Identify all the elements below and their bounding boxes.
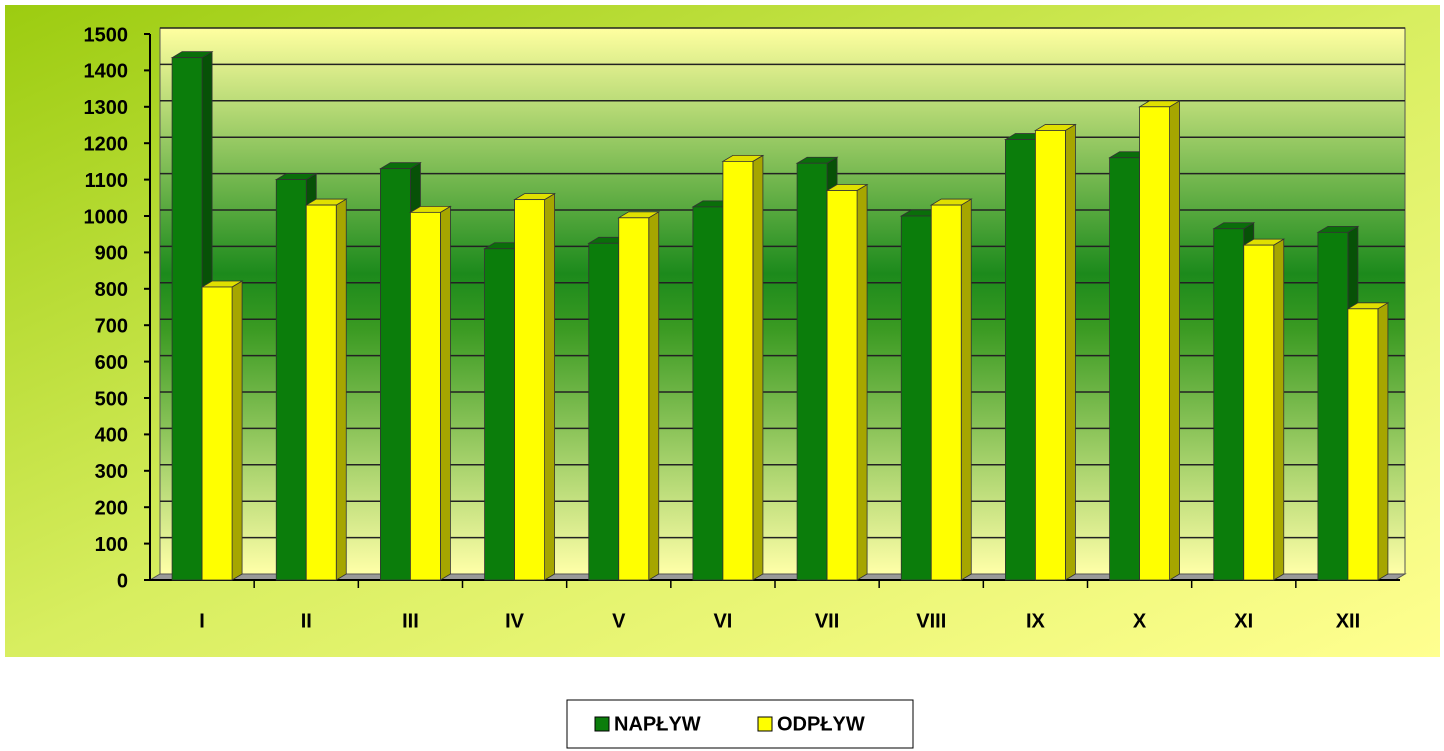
bar-side: [856, 183, 868, 581]
bar: [305, 204, 337, 581]
y-tick-label: 1300: [84, 97, 129, 119]
bar: [484, 248, 515, 581]
y-tick-label: 800: [95, 279, 128, 301]
bar: [410, 211, 441, 581]
x-tick-label: V: [612, 610, 626, 632]
x-tick-label: X: [1133, 610, 1147, 632]
bar: [588, 242, 620, 581]
bar-side: [544, 192, 555, 581]
bar-side: [960, 198, 972, 581]
bar-side: [752, 154, 764, 581]
legend: [566, 699, 914, 749]
bar: [1005, 139, 1036, 581]
y-tick-label: 700: [95, 315, 128, 337]
y-tick-label: 900: [95, 243, 128, 265]
x-tick-label: VII: [815, 610, 839, 632]
y-tick-label: 1100: [85, 170, 128, 192]
bar: [826, 190, 858, 581]
x-tick-label: XI: [1234, 610, 1253, 632]
x-tick-label: IV: [505, 610, 525, 632]
bar-side: [648, 211, 660, 581]
y-tick-label: 400: [95, 425, 128, 447]
bar: [1243, 244, 1275, 581]
x-tick-label: II: [301, 610, 312, 632]
bar: [900, 215, 932, 581]
y-tick-label: 1200: [84, 133, 129, 155]
x-tick-label: VIII: [916, 610, 946, 632]
bar: [930, 204, 962, 581]
y-tick-label: 600: [95, 352, 128, 374]
bar: [1139, 106, 1170, 581]
bar-side: [335, 198, 347, 581]
bar: [618, 217, 650, 581]
legend-label: NAPŁYW: [614, 713, 701, 735]
y-tick-label: 0: [117, 570, 128, 592]
y-tick-label: 200: [95, 497, 128, 519]
bar: [1213, 228, 1245, 581]
y-tick-label: 500: [95, 388, 128, 410]
bar-side: [1377, 302, 1389, 581]
y-tick-label: 1500: [84, 24, 129, 46]
plot-wall: [159, 27, 1406, 575]
bar: [201, 286, 233, 581]
bar: [1347, 308, 1379, 581]
bar: [171, 57, 203, 581]
x-tick-label: III: [402, 610, 419, 632]
bar: [1109, 157, 1140, 581]
legend-swatch: [594, 716, 610, 732]
bar-side: [1273, 238, 1285, 581]
x-tick-label: IX: [1026, 610, 1046, 632]
legend-label: ODPŁYW: [777, 713, 865, 735]
bar-side: [1065, 123, 1076, 581]
x-tick-label: XII: [1336, 610, 1360, 632]
bar: [692, 206, 724, 581]
y-tick-label: 1000: [84, 206, 129, 228]
bar: [1035, 130, 1066, 581]
bar: [796, 162, 828, 581]
bar: [722, 160, 754, 581]
legend-swatch: [757, 716, 773, 732]
y-tick-label: 300: [95, 461, 128, 483]
x-tick-label: I: [199, 610, 205, 632]
y-tick-label: 100: [95, 534, 128, 556]
y-tick-label: 1400: [84, 61, 129, 83]
bar: [380, 168, 411, 581]
bar: [1317, 231, 1349, 581]
bar-side: [440, 205, 451, 581]
bar: [514, 199, 545, 581]
bar-side: [1169, 100, 1180, 581]
x-tick-label: VI: [713, 610, 732, 632]
bar: [275, 179, 307, 581]
bar-side: [231, 280, 243, 581]
